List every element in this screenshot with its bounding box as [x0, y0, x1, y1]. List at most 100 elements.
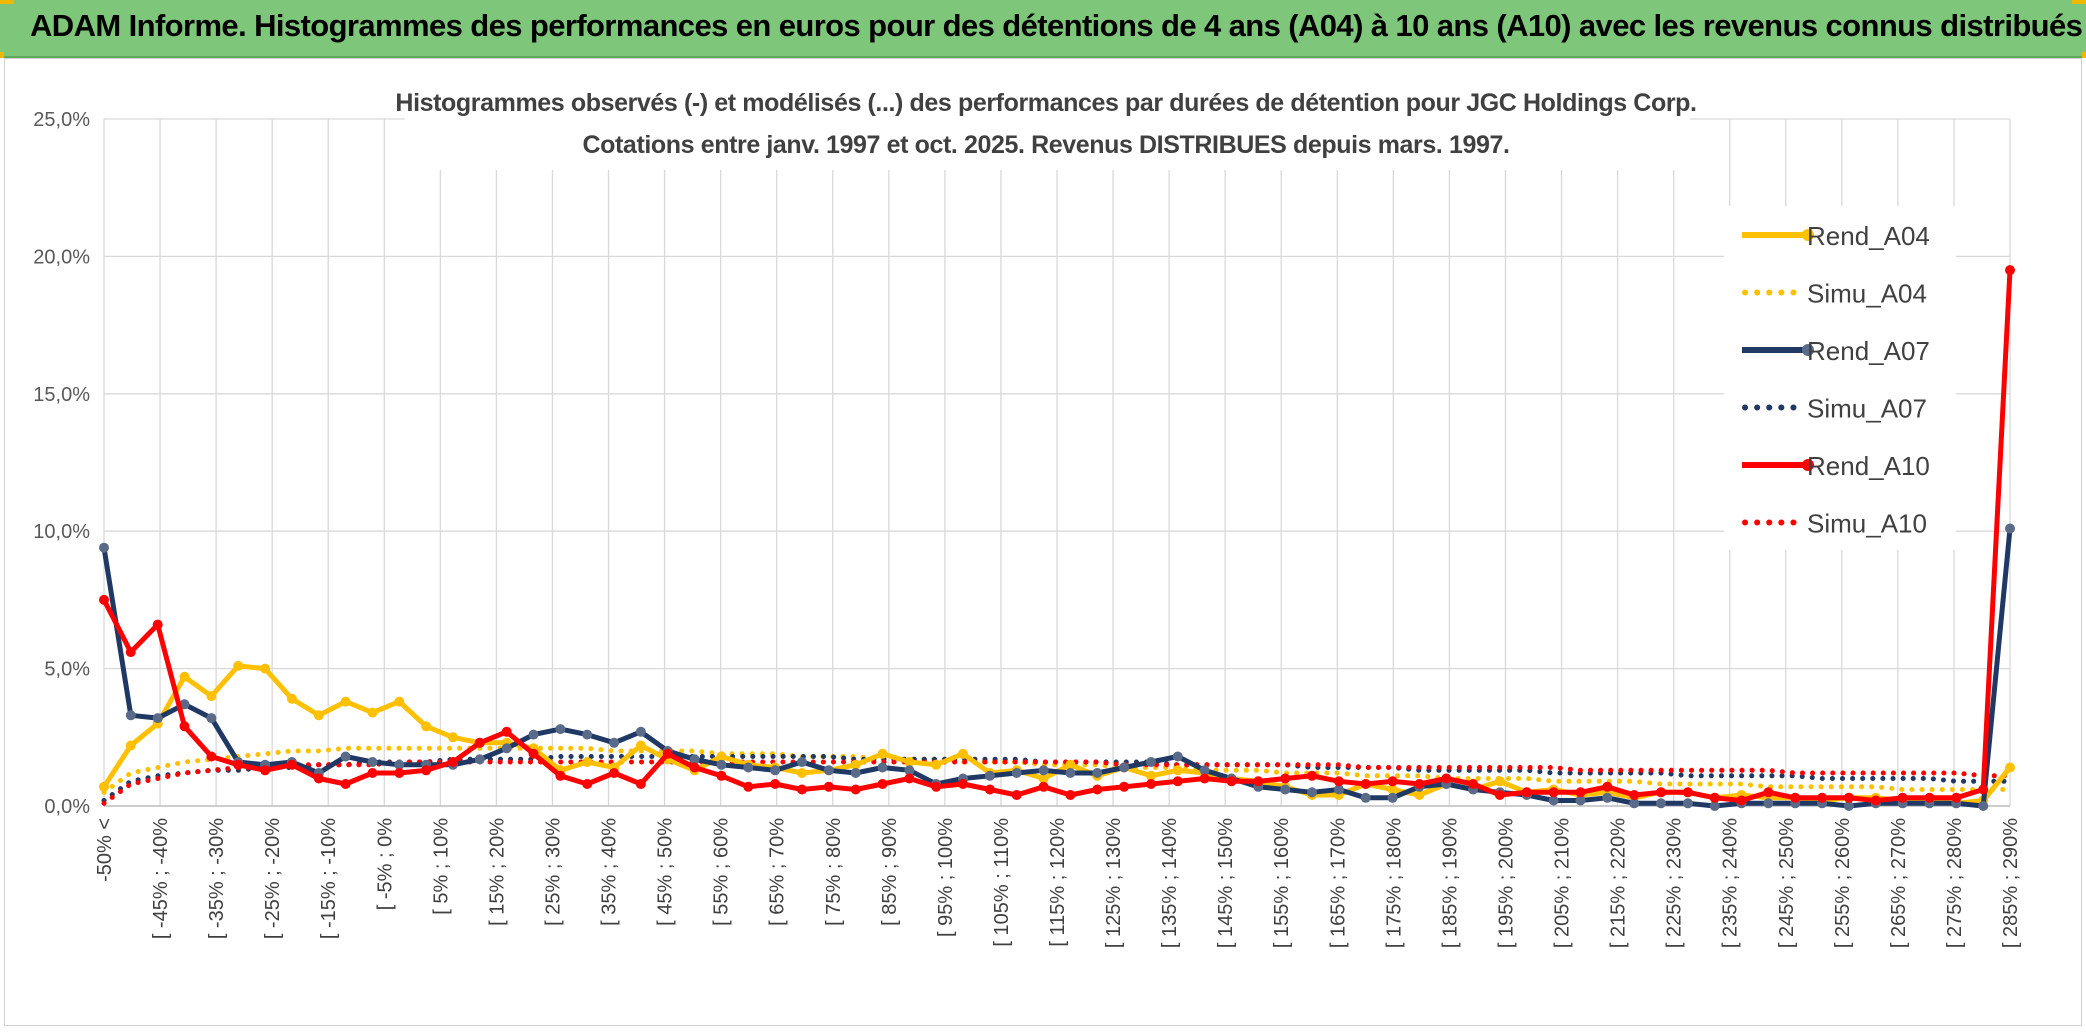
x-tick-label: [ 175% ; 180% [1383, 818, 1405, 948]
data-point [555, 724, 566, 735]
data-point [2005, 523, 2015, 534]
data-point [1092, 784, 1103, 795]
data-point [877, 748, 888, 759]
data-point [1360, 779, 1371, 789]
data-point [421, 721, 432, 732]
data-point [958, 748, 968, 759]
data-point [1682, 798, 1693, 809]
data-point [1226, 776, 1237, 787]
y-tick-label: 0,0% [44, 796, 90, 818]
y-tick-label: 25,0% [33, 109, 90, 131]
legend-label: Simu_A10 [1807, 509, 1927, 539]
x-tick-label: [ 265% ; 270% [1888, 818, 1910, 948]
data-point [1119, 762, 1130, 773]
data-point [635, 779, 646, 789]
data-point [635, 740, 646, 751]
data-point [1790, 792, 1801, 803]
data-point [206, 751, 217, 762]
data-point [1172, 776, 1183, 787]
data-point [1360, 792, 1371, 803]
data-point [1843, 801, 1854, 811]
x-axis-ticks: -50% < [ -45% ; -40% [ -35% ; -30% [ -25% ;… [94, 818, 2022, 948]
x-tick-label: [ 225% ; 230% [1664, 818, 1686, 948]
chart-frame [4, 58, 2082, 1026]
legend-item-simu_a04: Simu_A04 [1742, 279, 1927, 309]
data-point [99, 594, 109, 605]
data-point [770, 765, 781, 776]
legend: Rend_A04 Simu_A04 Rend_A07 Simu_A07 Rend_A10… [1742, 221, 1930, 539]
y-tick-label: 20,0% [33, 246, 90, 268]
y-axis-ticks: 0,0% 5,0% 10,0% 15,0% 20,0% 25,0% [33, 109, 90, 818]
data-point [260, 765, 271, 776]
data-point [743, 781, 754, 792]
data-point [609, 768, 620, 778]
data-point [689, 762, 700, 773]
x-tick-label: [ 95% ; 100% [935, 818, 957, 937]
x-tick-label: [ 35% ; 40% [599, 818, 621, 926]
series-rend_a10 [99, 265, 2015, 806]
x-tick-label: [ 75% ; 80% [823, 818, 845, 926]
legend-label: Rend_A10 [1807, 451, 1930, 481]
title-backdrop [405, 84, 1690, 170]
legend-item-simu_a07: Simu_A07 [1742, 394, 1927, 424]
legend-backdrop [1724, 206, 1956, 550]
data-point [1924, 792, 1935, 803]
data-point [1333, 776, 1344, 787]
data-point [1817, 792, 1828, 803]
data-point [850, 759, 861, 770]
data-point [1897, 792, 1908, 803]
x-tick-label: [ -25% ; -20% [262, 818, 284, 939]
x-tick-label: [ 235% ; 240% [1720, 818, 1742, 948]
data-point [1575, 795, 1586, 806]
data-point [501, 743, 512, 754]
data-point [528, 748, 539, 759]
data-point [797, 757, 807, 767]
data-point [528, 729, 539, 740]
data-point [904, 765, 915, 776]
data-point [1602, 792, 1613, 803]
data-point [125, 647, 136, 658]
data-point [1843, 792, 1854, 803]
series-simu_a10 [101, 759, 2013, 806]
data-point [635, 726, 646, 737]
legend-marker [1802, 459, 1814, 471]
data-point [367, 707, 378, 718]
data-point [1656, 798, 1666, 809]
data-point [716, 751, 727, 762]
series-lines [99, 265, 2015, 811]
data-point [1333, 784, 1344, 795]
data-point [99, 781, 109, 792]
data-point [1951, 792, 1962, 803]
data-point [1172, 751, 1183, 762]
legend-item-simu_a10: Simu_A10 [1742, 509, 1927, 539]
series-line [101, 759, 2013, 806]
data-point [1146, 770, 1156, 781]
data-point [340, 779, 351, 789]
chart-subtitle: Cotations entre janv. 1997 et oct. 2025.… [582, 131, 1509, 159]
data-point [1038, 773, 1049, 784]
data-point [931, 781, 942, 792]
corner-mark-left-bottom [0, 52, 4, 58]
x-tick-label: [ 285% ; 290% [2000, 818, 2022, 948]
data-point [1092, 768, 1103, 778]
data-point [609, 737, 620, 748]
chart-title: Histogrammes observés (-) et modélisés (… [395, 89, 1696, 117]
x-tick-label: [ -35% ; -30% [206, 818, 228, 939]
data-point [1763, 798, 1774, 809]
data-point [367, 768, 378, 778]
series-line [101, 745, 2013, 795]
data-point [1065, 768, 1076, 778]
x-tick-label: [ 245% ; 250% [1776, 818, 1798, 948]
data-point [1548, 787, 1559, 798]
data-point [1441, 773, 1452, 784]
data-point [1038, 781, 1049, 792]
data-point [421, 765, 432, 776]
data-point [394, 768, 405, 778]
legend-label: Simu_A04 [1807, 279, 1927, 309]
x-tick-label: [ 25% ; 30% [542, 818, 564, 926]
x-tick-label: [ 5% ; 10% [430, 818, 452, 915]
data-point [394, 696, 405, 707]
x-tick-label: [ 155% ; 160% [1271, 818, 1293, 948]
x-tick-label: [ 255% ; 260% [1832, 818, 1854, 948]
